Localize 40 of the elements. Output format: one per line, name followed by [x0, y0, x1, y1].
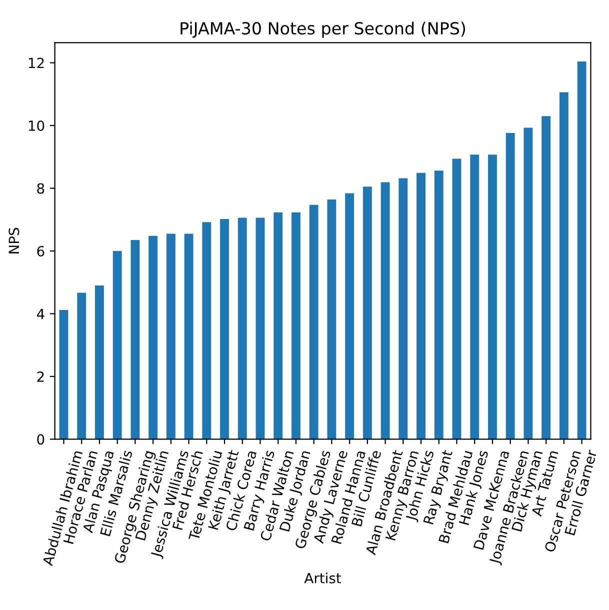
- bar: [470, 154, 480, 440]
- y-tick-label: 0: [37, 434, 44, 445]
- bar: [220, 218, 229, 440]
- bar: [577, 62, 586, 440]
- bar: [488, 154, 497, 440]
- bar: [559, 92, 568, 440]
- bar: [184, 234, 194, 440]
- bar: [148, 236, 158, 440]
- x-axis-title: Artist: [304, 572, 342, 584]
- bar: [506, 133, 515, 440]
- bar: [542, 116, 551, 440]
- bar: [398, 178, 408, 440]
- y-tick-label: 2: [37, 371, 44, 382]
- bar: [292, 212, 300, 440]
- bar: [434, 170, 444, 440]
- bar: [416, 172, 426, 440]
- bar: [130, 240, 140, 440]
- bar: [95, 285, 104, 440]
- bar: [452, 158, 462, 440]
- bar: [380, 182, 390, 440]
- bar: [309, 204, 318, 440]
- y-axis-title: NPS: [8, 228, 20, 254]
- y-tick-label: 8: [37, 183, 44, 194]
- bar: [524, 128, 533, 440]
- bar: [202, 222, 212, 440]
- y-tick-label: 12: [28, 58, 44, 68]
- bar: [345, 193, 354, 440]
- bar: [166, 234, 176, 440]
- y-tick-label: 4: [36, 308, 44, 319]
- bar: [256, 218, 265, 440]
- bar: [59, 310, 68, 440]
- bar: [77, 292, 86, 440]
- chart-title: PiJAMA-30 Notes per Second (NPS): [180, 22, 466, 38]
- y-tick-label: 10: [28, 120, 44, 131]
- bar: [327, 200, 336, 440]
- bar: [112, 250, 122, 440]
- y-tick-label: 6: [37, 246, 44, 256]
- bar: [362, 186, 372, 440]
- bar: [274, 212, 283, 440]
- bar: [238, 218, 247, 440]
